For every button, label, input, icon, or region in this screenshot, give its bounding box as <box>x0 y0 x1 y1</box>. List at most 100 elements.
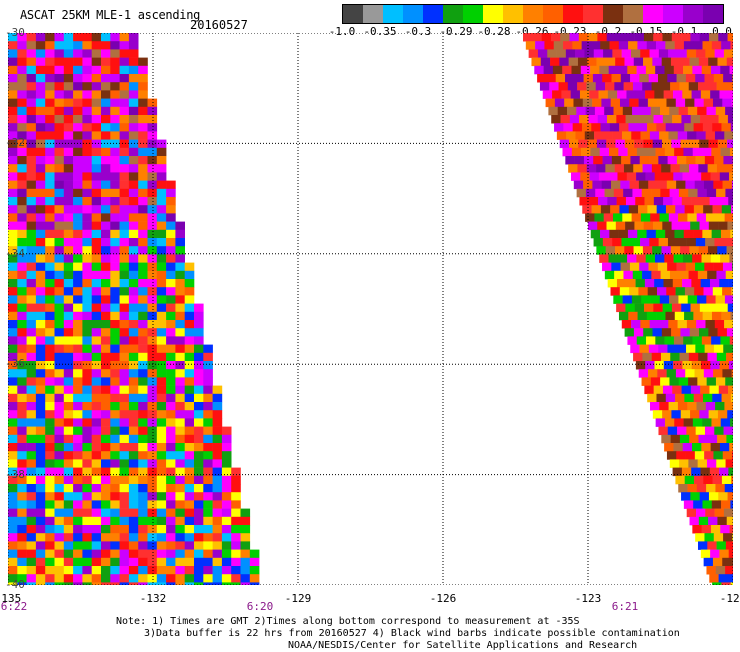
swath-cell <box>101 222 111 231</box>
swath-cell <box>693 148 703 157</box>
swath-cell <box>157 263 167 272</box>
swath-cell <box>157 345 167 354</box>
swath-cell <box>713 558 723 567</box>
swath-cell <box>36 402 46 411</box>
swath-cell <box>213 394 223 403</box>
swath-cell <box>725 484 733 493</box>
swath-cell <box>166 410 176 419</box>
swath-cell <box>686 451 696 460</box>
swath-cell <box>36 525 46 534</box>
swath-cell <box>157 386 167 395</box>
swath-cell <box>705 238 715 247</box>
swath-cell <box>691 115 701 124</box>
swath-cell <box>222 533 232 542</box>
swath-cell <box>36 271 46 280</box>
swath-cell <box>8 525 18 534</box>
swath-cell <box>626 90 636 99</box>
swath-cell <box>710 361 720 370</box>
swath-cell <box>213 459 223 468</box>
swath-cell <box>148 500 158 509</box>
swath-cell <box>557 49 567 58</box>
swath-cell <box>148 451 158 460</box>
swath-cell <box>129 435 139 444</box>
swath-cell <box>64 418 74 427</box>
swath-cell <box>213 386 223 395</box>
swath-cell <box>157 517 167 526</box>
swath-cell <box>92 459 102 468</box>
swath-cell <box>670 189 680 198</box>
swath-cell <box>129 172 139 181</box>
swath-cell <box>27 345 37 354</box>
swath-cell <box>732 558 733 567</box>
swath-cell <box>64 492 74 501</box>
swath-cell <box>690 517 700 526</box>
swath-cell <box>129 312 139 321</box>
swath-cell <box>120 476 130 485</box>
swath-cell <box>73 189 83 198</box>
swath-cell <box>55 279 65 288</box>
swath-cell <box>138 451 148 460</box>
swath-cell <box>637 230 647 239</box>
swath-cell <box>55 66 65 75</box>
swath-cell <box>64 197 74 206</box>
swath-cell <box>129 369 139 378</box>
swath-cell <box>73 435 83 444</box>
swath-cell <box>157 156 167 165</box>
swath-cell <box>185 279 195 288</box>
swath-cell <box>711 336 721 345</box>
swath-cell <box>64 443 74 452</box>
swath-cell <box>157 205 167 214</box>
swath-cell <box>653 304 663 313</box>
swath-cell <box>640 320 650 329</box>
swath-cell <box>650 49 660 58</box>
swath-cell <box>203 550 213 559</box>
swath-cell <box>120 279 130 288</box>
swath-cell <box>599 172 609 181</box>
latitude-tick-label: -32 <box>5 136 25 149</box>
swath-cell <box>45 304 55 313</box>
swath-cell <box>101 525 111 534</box>
swath-cell <box>712 230 722 239</box>
swath-cell <box>120 427 130 436</box>
swath-cell <box>110 500 120 509</box>
swath-cell <box>138 90 148 99</box>
swath-cell <box>110 320 120 329</box>
swath-cell <box>8 402 18 411</box>
swath-cell <box>175 541 185 550</box>
swath-cell <box>680 353 690 362</box>
swath-cell <box>55 451 65 460</box>
swath-cell <box>64 156 74 165</box>
swath-cell <box>101 213 111 222</box>
swath-cell <box>55 238 65 247</box>
swath-cell <box>661 435 671 444</box>
swath-cell <box>680 328 690 337</box>
swath-cell <box>688 484 698 493</box>
swath-cell <box>101 541 111 550</box>
swath-cell <box>36 41 46 50</box>
swath-cell <box>241 550 251 559</box>
swath-cell <box>129 541 139 550</box>
swath-cell <box>8 271 18 280</box>
swath-cell <box>17 263 27 272</box>
swath-cell <box>36 230 46 239</box>
swath-cell <box>701 90 711 99</box>
swath-cell <box>656 394 666 403</box>
swath-cell <box>672 115 682 124</box>
swath-cell <box>101 336 111 345</box>
swath-cell <box>129 451 139 460</box>
swath-cell <box>705 427 715 436</box>
swath-cell <box>17 500 27 509</box>
swath-cell <box>634 328 644 337</box>
swath-cell <box>699 517 709 526</box>
swath-cell <box>27 476 37 485</box>
swath-cell <box>632 213 642 222</box>
swath-cell <box>596 164 606 173</box>
swath-cell <box>36 287 46 296</box>
swath-cell <box>729 254 733 263</box>
swath-cell <box>571 172 581 181</box>
swath-cell <box>92 509 102 517</box>
swath-cell <box>166 427 176 436</box>
swath-cell <box>175 271 185 280</box>
swath-cell <box>627 336 637 345</box>
swath-cell <box>101 164 111 173</box>
